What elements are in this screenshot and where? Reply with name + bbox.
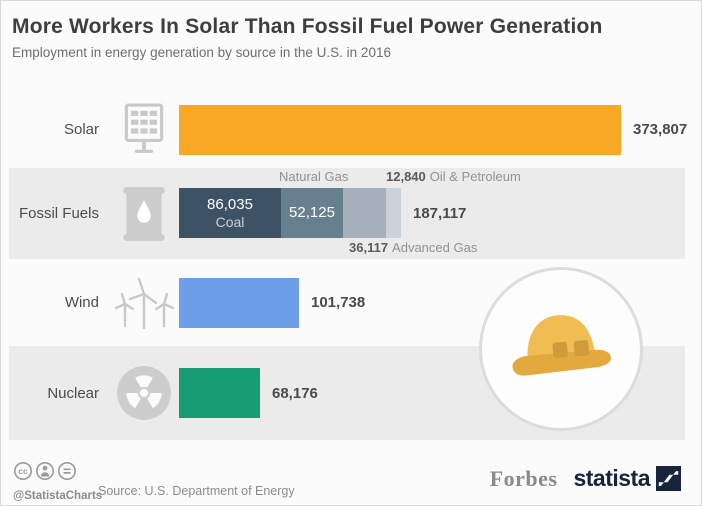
bar-nuclear	[179, 368, 260, 418]
bar-segment-coal: 86,035 Coal	[179, 188, 281, 238]
statista-logo-icon	[656, 466, 681, 491]
bar-segment-natural-gas: 52,125	[281, 188, 343, 238]
fossil-stacked-bar: 86,035 Coal 52,125 187,117	[179, 188, 685, 238]
forbes-logo: Forbes	[489, 465, 558, 491]
statista-wordmark: statista	[573, 465, 650, 491]
solar-panel-icon-svg	[124, 103, 164, 153]
bar-solar	[179, 104, 621, 155]
oil-barrel-icon-svg	[123, 186, 165, 241]
radiation-icon-svg	[117, 366, 171, 420]
page-title: More Workers In Solar Than Fossil Fuel P…	[12, 15, 603, 38]
creative-commons-icons: cc	[14, 462, 76, 480]
brand-logos: Forbes statista	[490, 465, 681, 492]
solar-panel-icon	[109, 103, 179, 157]
chart-header: More Workers In Solar Than Fossil Fuel P…	[12, 15, 691, 60]
wind-turbines-icon-svg	[114, 277, 175, 329]
hard-hat-illustration	[479, 267, 643, 431]
value-label-solar: 373,807	[633, 121, 688, 138]
value-label-nuclear: 68,176	[272, 384, 318, 402]
source-note: Source: U.S. Department of Energy	[98, 484, 295, 498]
natural-gas-value: 52,125	[289, 204, 335, 222]
radiation-icon	[109, 365, 179, 421]
coal-label: Coal	[215, 213, 245, 230]
oil-barrel-icon	[109, 185, 179, 243]
value-label-wind: 101,738	[311, 294, 366, 311]
bar-segment-advanced-gas	[343, 188, 386, 238]
annotation-natural-gas: Natural Gas	[279, 169, 349, 184]
category-label-fossil-fuels: Fossil Fuels	[18, 205, 99, 222]
bar-segment-oil-petroleum	[386, 188, 401, 238]
coal-value: 86,035	[207, 196, 253, 214]
page-subtitle: Employment in energy generation by sourc…	[12, 45, 391, 60]
category-label-wind: Wind	[64, 294, 99, 311]
chart-row-wind: Wind 101	[9, 259, 685, 346]
annotation-oil-petroleum: 12,840 Oil & Petroleum	[386, 169, 521, 184]
bar-wind	[179, 277, 299, 328]
category-label-nuclear: Nuclear	[47, 384, 99, 402]
hard-hat-icon	[512, 315, 611, 376]
chart-row-nuclear: Nuclear 68,176	[9, 346, 685, 440]
wind-turbines-icon	[109, 272, 179, 334]
chart-row-solar: Solar 373,807	[9, 91, 688, 168]
annotation-advanced-gas: 36,117 Advanced Gas	[349, 240, 478, 255]
svg-text:cc: cc	[18, 466, 28, 476]
value-label-fossil-total: 187,117	[413, 204, 467, 222]
statista-charts-credit: @StatistaCharts	[13, 490, 103, 502]
license-block: cc @StatistaCharts	[13, 461, 102, 502]
chart-row-fossil-fuels: Fossil Fuels Natural Gas 12,840 Oil & Pet…	[9, 168, 685, 259]
category-label-solar: Solar	[63, 121, 99, 138]
